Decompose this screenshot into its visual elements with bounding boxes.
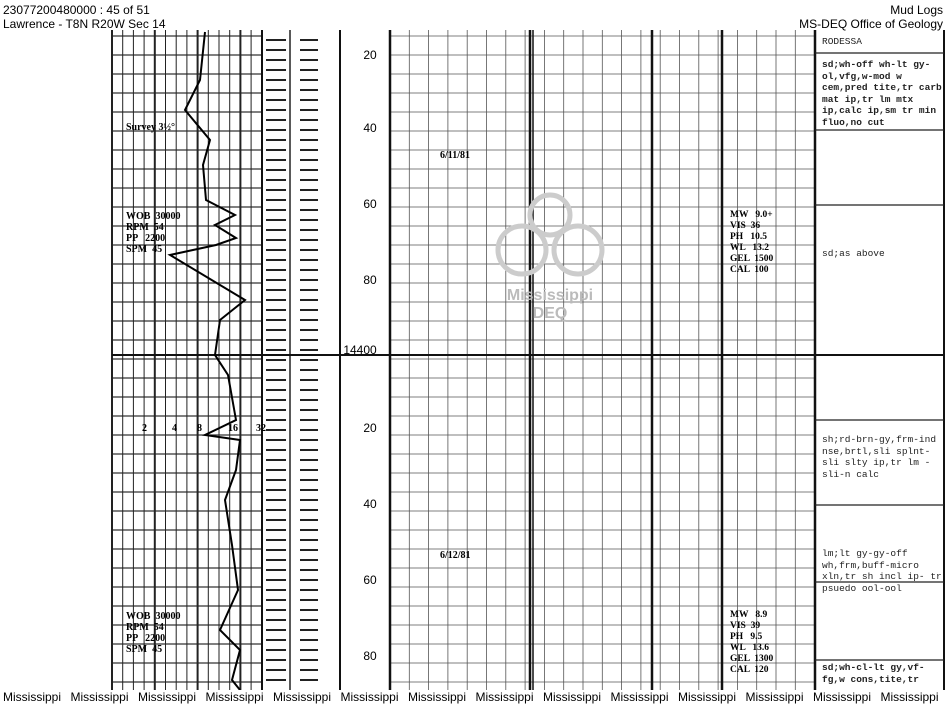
lithology-description: sd;wh-cl-lt gy,vf-fg,w cons,tite,tr xyxy=(822,662,925,685)
watermark: Mississippi DEQ xyxy=(490,180,610,323)
mud-log-scan xyxy=(111,30,945,690)
depth-label: 60 xyxy=(363,197,377,211)
param: PP 2200 xyxy=(126,233,166,244)
param: RPM 54 xyxy=(126,622,164,633)
mud-prop: WL 13.2 xyxy=(730,243,770,253)
param: PP 2200 xyxy=(126,633,166,644)
mud-prop: PH 9.5 xyxy=(730,632,763,642)
depth-label: 20 xyxy=(363,421,377,435)
scale-label: 16 xyxy=(228,423,238,434)
mud-prop: GEL 1500 xyxy=(730,254,774,264)
param: RPM 54 xyxy=(126,222,164,233)
footer-text: Mississippi xyxy=(340,690,399,704)
depth-label: 40 xyxy=(363,121,377,135)
mud-prop: CAL 100 xyxy=(730,265,769,275)
drilling-params-2: WOB 30000 RPM 54 PP 2200 SPM 45 xyxy=(126,611,180,655)
watermark-line1: Mississippi xyxy=(506,287,594,304)
mud-prop: MW 8.9 xyxy=(730,610,768,620)
footer-text: Mississippi xyxy=(678,690,737,704)
mud-prop: CAL 120 xyxy=(730,665,769,675)
footer-text: Mississippi xyxy=(543,690,602,704)
mud-prop: VIS 36 xyxy=(730,221,761,231)
mud-properties-2: MW 8.9 VIS 39 PH 9.5 WL 13.6 GEL 1300 CAL 120 xyxy=(730,610,773,676)
param: SPM 45 xyxy=(126,244,163,255)
date-label: 6/12/81 xyxy=(440,550,471,561)
mud-prop: PH 10.5 xyxy=(730,232,767,242)
mud-prop: MW 9.0+ xyxy=(730,210,773,220)
footer-text: Mississippi xyxy=(3,690,62,704)
param: WOB 30000 xyxy=(126,211,181,222)
mdeq-logo-icon xyxy=(495,192,605,277)
footer-watermark: Mississippi Mississippi Mississippi Mississ… xyxy=(0,690,946,705)
agency: MS-DEQ Office of Geology xyxy=(799,17,943,31)
footer-text: Mississippi xyxy=(138,690,197,704)
depth-label: 40 xyxy=(363,497,377,511)
footer-text: Mississippi xyxy=(70,690,129,704)
footer-text: Mississippi xyxy=(610,690,669,704)
mud-prop: GEL 1300 xyxy=(730,654,774,664)
lithology-description: sd;wh-off wh-lt gy-ol,vfg,w-mod w cem,pr… xyxy=(822,59,942,128)
depth-label: 60 xyxy=(363,573,377,587)
depth-label: 20 xyxy=(363,48,377,62)
formation-name: RODESSA xyxy=(822,36,862,47)
location: Lawrence - T8N R20W Sec 14 xyxy=(3,17,166,31)
scale-label: 2 xyxy=(142,423,147,434)
survey-note: Survey 3½° xyxy=(126,122,175,133)
lithology-description: sh;rd-brn-gy,frm-ind nse,brtl,sli splnt-… xyxy=(822,434,937,480)
scale-label: 32 xyxy=(256,423,266,434)
watermark-line2: DEQ xyxy=(532,305,568,322)
depth-label: 14400 xyxy=(343,343,377,357)
mud-prop: WL 13.6 xyxy=(730,643,770,653)
mud-properties-1: MW 9.0+ VIS 36 PH 10.5 WL 13.2 GEL 1500 CAL 1… xyxy=(730,210,773,276)
drilling-params-1: WOB 30000 RPM 54 PP 2200 SPM 45 xyxy=(126,211,180,255)
footer-text: Mississippi xyxy=(273,690,332,704)
footer-text: Mississippi xyxy=(813,690,872,704)
document-id: 23077200480000 : 45 of 51 xyxy=(3,3,150,17)
footer-text: Mississippi xyxy=(745,690,804,704)
scale-label: 4 xyxy=(172,423,177,434)
footer-text: Mississippi xyxy=(408,690,467,704)
scale-label: 8 xyxy=(197,423,202,434)
footer-text: Mississippi xyxy=(475,690,534,704)
document-type: Mud Logs xyxy=(890,3,943,17)
param: WOB 30000 xyxy=(126,611,181,622)
footer-text: Mississippi xyxy=(205,690,264,704)
drill-rate-curve xyxy=(167,31,247,690)
footer-text: Mississippi xyxy=(880,690,939,704)
mud-prop: VIS 39 xyxy=(730,621,761,631)
depth-label: 80 xyxy=(363,273,377,287)
param: SPM 45 xyxy=(126,644,163,655)
lithology-description: lm;lt gy-gy-off wh,frm,buff-micro xln,tr… xyxy=(822,548,942,594)
date-label: 6/11/81 xyxy=(440,150,471,161)
depth-label: 80 xyxy=(363,649,377,663)
lithology-description: sd;as above xyxy=(822,248,885,259)
